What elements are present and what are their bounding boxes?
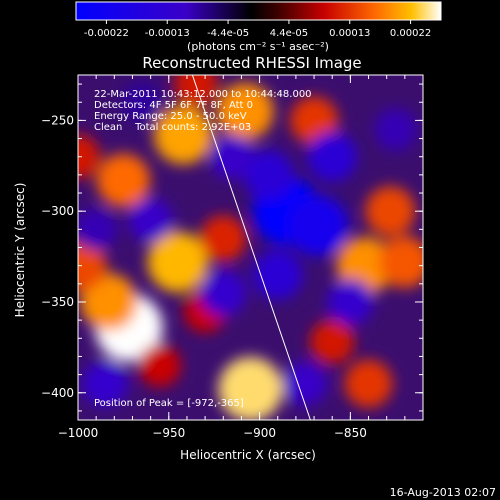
x-tick-label: −1000 xyxy=(58,426,99,440)
annotation-block: 22-Mar-2011 10:43:12.000 to 10:44:48.000… xyxy=(94,89,312,409)
plot-area: −1000 −950 −900 −850 −250 −300 −350 −400 xyxy=(41,74,424,440)
annotation-counts: Clean Total counts: 2.92E+03 xyxy=(94,122,251,133)
heatmap-blob xyxy=(78,240,107,291)
colorbar-tick-label: 0.00013 xyxy=(329,28,370,39)
heatmap-blob xyxy=(243,149,294,200)
y-tick-label: −350 xyxy=(41,295,74,309)
heatmap-blob xyxy=(282,361,328,406)
heatmap-blob xyxy=(287,195,349,257)
colorbar-ticks: -0.00022 -0.00013 -4.4e-05 4.4e-05 0.00013 0.… xyxy=(84,20,431,39)
heatmap-blob xyxy=(200,215,247,262)
colorbar-tick-label: -0.00022 xyxy=(84,28,129,39)
heatmap-blob xyxy=(218,356,283,420)
heatmap-blob xyxy=(307,131,358,182)
annotation-time: 22-Mar-2011 10:43:12.000 to 10:44:48.000 xyxy=(94,89,312,100)
heatmap-blob xyxy=(78,208,118,251)
heatmap-blob xyxy=(216,82,274,140)
heatmap-blob xyxy=(138,344,181,387)
heatmap-blob xyxy=(365,186,416,237)
heatmap-blob xyxy=(200,269,247,316)
y-tick-label: −300 xyxy=(41,204,74,218)
heatmap-blob xyxy=(82,360,129,407)
heatmap-blob xyxy=(153,105,213,165)
chart-title: Reconstructed RHESSI Image xyxy=(142,54,361,72)
peak-position-label: Position of Peak = [-972,-365] xyxy=(94,398,244,409)
heatmap-blob xyxy=(310,319,355,365)
heatmap-blob xyxy=(290,96,339,145)
heatmap-blob xyxy=(344,359,393,408)
y-tick-label: −250 xyxy=(41,113,74,127)
colorbar-tick-label: -4.4e-05 xyxy=(207,28,249,39)
heatmap-blob xyxy=(379,236,423,288)
x-axis-label: Heliocentric X (arcsec) xyxy=(180,448,316,462)
heatmap-blob xyxy=(121,81,162,123)
y-tick-label: −400 xyxy=(41,386,74,400)
heatmap-blob xyxy=(80,273,138,331)
colorbar-gradient xyxy=(75,1,442,21)
annotation-detectors: Detectors: 4F 5F 6F 7F 8F, Att 0 xyxy=(94,100,253,111)
colorbar-tick-label: -0.00013 xyxy=(145,28,190,39)
heatmap-layer xyxy=(78,75,423,420)
heatmap-blob xyxy=(327,278,374,326)
heatmap-blob xyxy=(374,108,418,151)
annotation-energy: Energy Range: 25.0 - 50.0 keV xyxy=(94,111,247,122)
x-tick-label: −950 xyxy=(152,426,185,440)
footer-date: 16-Aug-2013 02:07 xyxy=(390,486,496,499)
heatmap-blob xyxy=(147,231,209,293)
x-tick-label: −850 xyxy=(334,426,367,440)
heatmap-blob xyxy=(96,153,151,208)
colorbar-tick-label: 0.00022 xyxy=(390,28,431,39)
axis-ticks: −1000 −950 −900 −850 −250 −300 −350 −400 xyxy=(41,75,424,440)
colorbar-units: (photons cm⁻² s⁻¹ asec⁻²) xyxy=(187,40,329,53)
limb-line xyxy=(191,75,311,420)
heatmap-blob xyxy=(78,134,101,179)
colorbar-tick-label: 4.4e-05 xyxy=(270,28,308,39)
heatmap-blob xyxy=(173,75,219,107)
heatmap-blob xyxy=(128,198,173,243)
heatmap-blob xyxy=(210,134,255,179)
y-axis-label: Heliocentric Y (arcsec) xyxy=(13,183,27,318)
x-tick-label: −900 xyxy=(243,426,276,440)
colorbar: -0.00022 -0.00013 -4.4e-05 4.4e-05 0.00013 0.… xyxy=(75,1,442,53)
